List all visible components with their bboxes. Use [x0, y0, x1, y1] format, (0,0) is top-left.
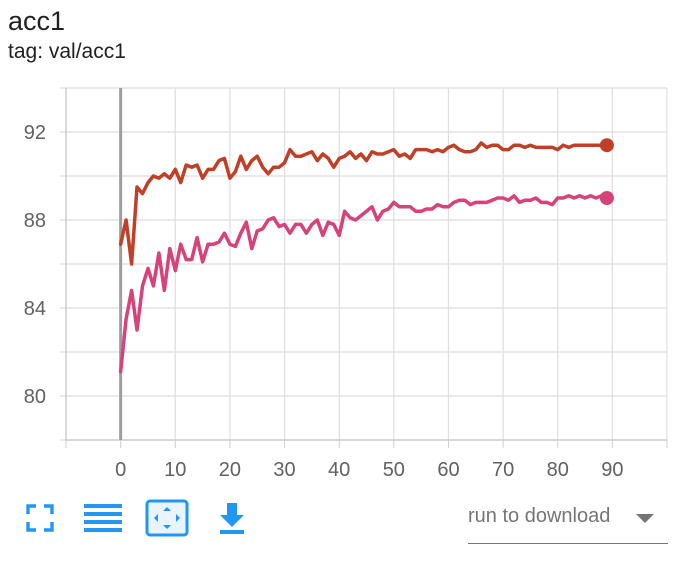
y-tick-labels: 80 84 88 92	[24, 122, 46, 408]
x-tick-label: 0	[115, 459, 126, 481]
x-tick-labels: 0 10 20 30 40 50 60 70 80 90	[115, 459, 623, 481]
line-chart: 0 10 20 30 40 50 60 70 80 90 80 84 88 92	[24, 87, 668, 481]
chart-title: acc1	[8, 6, 66, 36]
download-icon	[220, 503, 244, 534]
series-line-1	[118, 141, 609, 266]
fullscreen-icon	[26, 504, 54, 532]
run-download-select[interactable]: run to download	[468, 497, 668, 544]
grid	[60, 87, 668, 448]
series-endpoint-1	[599, 138, 614, 153]
x-tick-label: 80	[547, 459, 569, 481]
run-download-select-value: run to download	[468, 505, 611, 527]
y-tick-label: 80	[24, 386, 46, 408]
series-endpoint-2	[599, 191, 614, 205]
x-tick-label: 10	[164, 459, 186, 481]
chevron-down-icon	[636, 514, 654, 523]
series-group	[118, 138, 614, 374]
x-tick-label: 70	[492, 459, 514, 481]
x-tick-label: 90	[601, 459, 623, 481]
x-tick-label: 40	[328, 459, 350, 481]
y-tick-label: 84	[24, 298, 46, 320]
fit-domain-button[interactable]	[145, 499, 189, 537]
series-line-2	[118, 194, 609, 374]
x-tick-label: 50	[383, 459, 405, 481]
x-tick-label: 30	[273, 459, 295, 481]
y-tick-label: 88	[24, 210, 46, 232]
x-tick-label: 20	[219, 459, 241, 481]
chart-tag: tag: val/acc1	[8, 40, 126, 63]
lines-icon	[84, 504, 122, 532]
y-tick-label: 92	[24, 122, 46, 144]
x-tick-label: 60	[437, 459, 459, 481]
fullscreen-button[interactable]	[20, 500, 60, 536]
download-button[interactable]	[212, 500, 252, 536]
toggle-log-scale-button[interactable]	[83, 500, 123, 536]
fit-domain-icon	[145, 499, 189, 537]
axes	[65, 88, 667, 441]
